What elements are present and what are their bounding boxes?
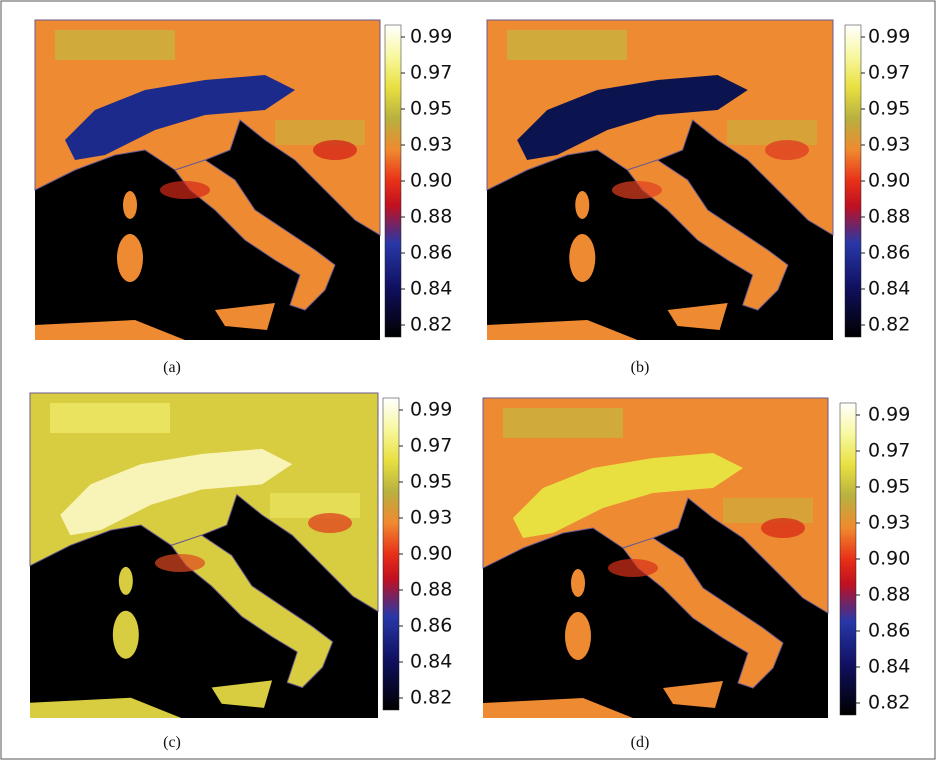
- spot: [155, 554, 205, 572]
- colorbar-tick-label: 0.82: [868, 314, 910, 336]
- colorbar: [384, 24, 402, 338]
- colorbar-tick-label: 0.90: [868, 548, 910, 570]
- land-band: [507, 30, 627, 60]
- colorbar-tick-label: 0.93: [410, 507, 452, 529]
- colorbar-tick-label: 0.95: [410, 471, 452, 493]
- colorbar-tick-label: 0.99: [410, 399, 452, 421]
- spot: [608, 559, 658, 577]
- colorbar-tick-label: 0.84: [410, 278, 452, 300]
- colorbar-tick-label: 0.97: [410, 435, 452, 457]
- colorbar-tick-label: 0.88: [868, 206, 910, 228]
- spot: [313, 140, 357, 160]
- colorbar: [839, 402, 857, 716]
- spot: [765, 140, 809, 160]
- colorbar-tick-label: 0.86: [868, 242, 910, 264]
- land: [487, 320, 638, 340]
- panel: 0.99 0.97 0.95 0.93 0.90 0.88 0.86 0.84 0.82 (b): [486, 19, 910, 376]
- colorbar-tick-label: 0.97: [868, 62, 910, 84]
- land: [174, 159, 336, 311]
- land-band: [723, 498, 813, 523]
- mountains: [60, 448, 293, 536]
- land: [170, 534, 334, 689]
- colorbar-tick-label: 0.93: [410, 134, 452, 156]
- land-band: [50, 403, 170, 433]
- colorbar-tick-label: 0.88: [410, 579, 452, 601]
- colorbar-tick-label: 0.84: [410, 651, 452, 673]
- colorbar-tick-label: 0.90: [410, 543, 452, 565]
- land: [622, 537, 784, 689]
- colorbar-tick-label: 0.88: [410, 206, 452, 228]
- land-band: [55, 30, 175, 60]
- land-band: [275, 120, 365, 145]
- land: [117, 234, 143, 282]
- spot: [612, 181, 662, 199]
- panel-caption: (d): [631, 734, 650, 751]
- land: [575, 191, 590, 219]
- land: [483, 698, 633, 718]
- colorbar-tick-label: 0.84: [868, 278, 910, 300]
- panel: 0.99 0.97 0.95 0.93 0.90 0.88 0.86 0.84 0.82 (a): [34, 19, 452, 376]
- land: [663, 681, 723, 708]
- panel-caption: (a): [163, 359, 181, 376]
- land: [215, 303, 275, 330]
- colorbar-tick-label: 0.95: [868, 476, 910, 498]
- panel-caption: (c): [163, 734, 181, 751]
- colorbar-tick-label: 0.82: [410, 687, 452, 709]
- colorbar: [844, 24, 862, 338]
- spot: [761, 518, 805, 538]
- colorbar-tick-label: 0.90: [868, 170, 910, 192]
- land: [30, 697, 182, 718]
- colorbar-tick-label: 0.82: [410, 314, 452, 336]
- colorbar-tick-label: 0.86: [410, 615, 452, 637]
- colorbar: [382, 397, 400, 711]
- colorbar-tick-label: 0.82: [868, 692, 910, 714]
- land: [112, 610, 139, 659]
- colorbar-tick-label: 0.93: [868, 134, 910, 156]
- land: [29, 392, 379, 613]
- land: [486, 19, 834, 236]
- land-band: [503, 408, 623, 438]
- colorbar-tick-label: 0.95: [410, 98, 452, 120]
- colorbar-tick-label: 0.88: [868, 584, 910, 606]
- mountains: [513, 453, 743, 538]
- colorbar-tick-label: 0.86: [868, 620, 910, 642]
- panel-caption: (b): [631, 359, 650, 376]
- land-band: [727, 120, 817, 145]
- mountains: [65, 75, 295, 160]
- land: [123, 191, 137, 219]
- land: [565, 612, 591, 660]
- colorbar-tick-label: 0.97: [410, 62, 452, 84]
- land: [211, 680, 273, 708]
- colorbar-tick-label: 0.99: [868, 26, 910, 48]
- colorbar-tick-label: 0.95: [868, 98, 910, 120]
- colorbar-tick-label: 0.97: [868, 440, 910, 462]
- land: [118, 566, 133, 595]
- panel: 0.99 0.97 0.95 0.93 0.90 0.88 0.86 0.84 0.82 (c): [29, 392, 452, 751]
- colorbar-tick-label: 0.93: [868, 512, 910, 534]
- land: [34, 19, 381, 236]
- colorbar-tick-label: 0.84: [868, 656, 910, 678]
- land: [626, 159, 789, 311]
- land: [482, 397, 829, 614]
- land: [569, 234, 596, 282]
- land: [667, 303, 728, 330]
- colorbar-tick-label: 0.99: [410, 26, 452, 48]
- spot: [160, 181, 210, 199]
- land: [571, 569, 585, 597]
- spot: [308, 513, 352, 533]
- land-band: [270, 493, 360, 518]
- panel: 0.99 0.97 0.95 0.93 0.90 0.88 0.86 0.84 0.82 (d): [482, 397, 910, 751]
- land: [35, 320, 185, 340]
- colorbar-tick-label: 0.99: [868, 404, 910, 426]
- mountains: [517, 75, 748, 160]
- colorbar-tick-label: 0.86: [410, 242, 452, 264]
- colorbar-tick-label: 0.90: [410, 170, 452, 192]
